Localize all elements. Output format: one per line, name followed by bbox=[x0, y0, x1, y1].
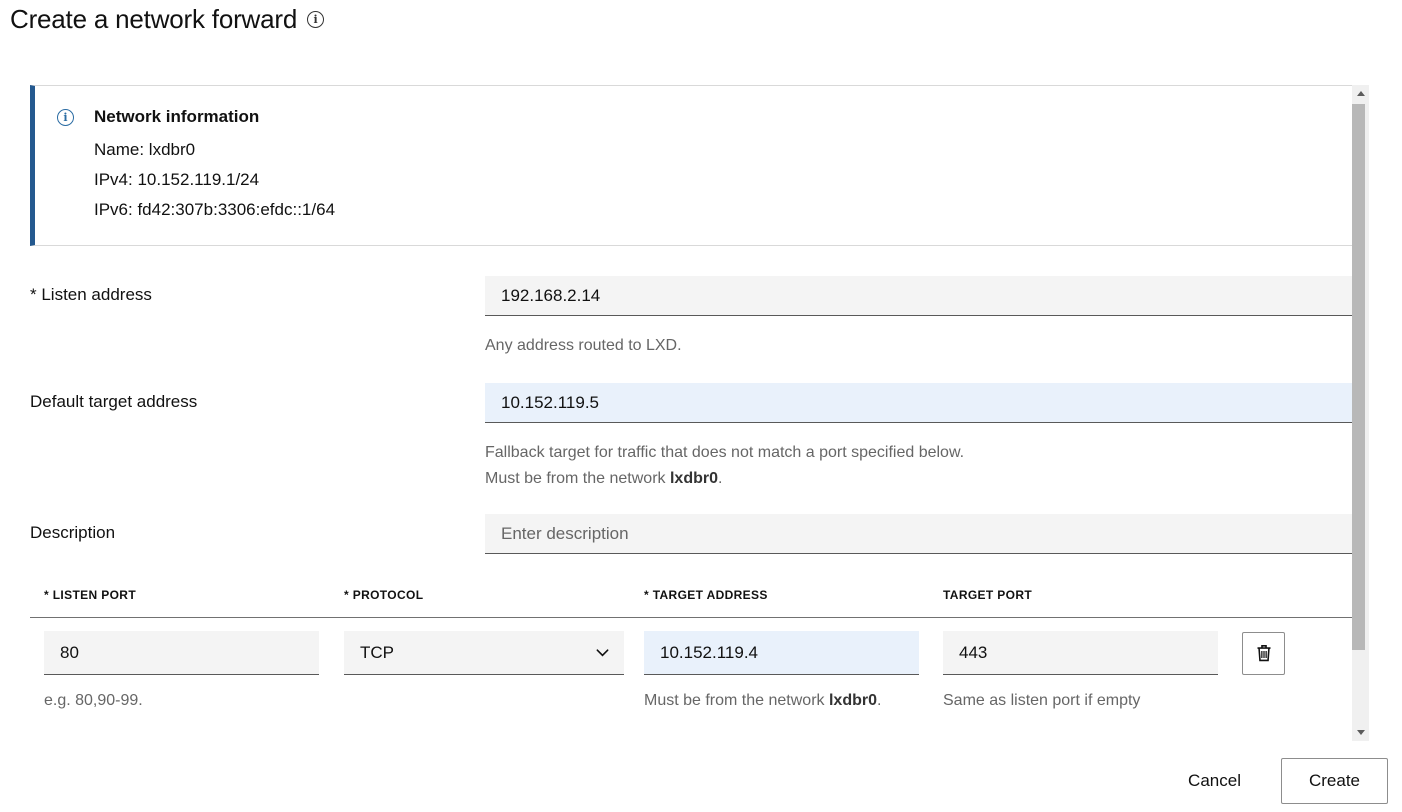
network-name-line: Name: lxdbr0 bbox=[94, 140, 196, 159]
page-header: Create a network forward bbox=[10, 4, 325, 35]
target-address-input[interactable] bbox=[644, 631, 919, 675]
page-title: Create a network forward bbox=[10, 4, 298, 34]
create-button[interactable]: Create bbox=[1280, 758, 1388, 804]
ports-table-header: * LISTEN PORT * PROTOCOL * TARGET ADDRES… bbox=[30, 588, 1355, 618]
listen-address-label: * Listen address bbox=[30, 285, 152, 304]
listen-port-header: * LISTEN PORT bbox=[44, 588, 137, 602]
target-address-header: * TARGET ADDRESS bbox=[644, 588, 768, 602]
default-target-address-label: Default target address bbox=[30, 392, 198, 411]
target-address-help: Must be from the network lxdbr0. bbox=[644, 692, 882, 709]
listen-port-input[interactable] bbox=[44, 631, 319, 675]
notification-body: Network information Name: lxdbr0 IPv4: 1… bbox=[94, 106, 335, 225]
trash-icon bbox=[1255, 644, 1273, 662]
listen-address-input[interactable] bbox=[485, 276, 1355, 316]
default-target-address-field: Fallback target for traffic that does no… bbox=[485, 383, 1355, 492]
default-target-address-help: Fallback target for traffic that does no… bbox=[485, 444, 965, 487]
network-name: lxdbr0 bbox=[669, 470, 718, 487]
cancel-button[interactable]: Cancel bbox=[1170, 761, 1259, 801]
listen-address-field: Any address routed to LXD. bbox=[485, 276, 1355, 359]
description-label: Description bbox=[30, 523, 116, 542]
protocol-select[interactable]: TCP bbox=[344, 631, 624, 675]
scrollbar[interactable] bbox=[1352, 85, 1369, 741]
scrollbar-thumb[interactable] bbox=[1352, 104, 1365, 650]
listen-address-row: * Listen address Any address routed to L… bbox=[30, 276, 1355, 359]
network-ipv4-line: IPv4: 10.152.119.1/24 bbox=[94, 170, 260, 189]
default-target-address-row: Default target address Fallback target f… bbox=[30, 383, 1355, 492]
network-info-notification: Network information Name: lxdbr0 IPv4: 1… bbox=[30, 85, 1355, 246]
scroll-up-icon[interactable] bbox=[1352, 85, 1369, 102]
target-port-input[interactable] bbox=[943, 631, 1218, 675]
network-ipv6-line: IPv6: fd42:307b:3306:efdc::1/64 bbox=[94, 200, 336, 219]
network-name: lxdbr0 bbox=[828, 692, 877, 709]
ports-table-help-row: e.g. 80,90-99. Must be from the network … bbox=[30, 691, 1355, 711]
form-footer: Cancel Create bbox=[1170, 758, 1388, 804]
notification-title: Network information bbox=[94, 107, 260, 126]
default-target-address-input[interactable] bbox=[485, 383, 1355, 423]
chevron-down-icon bbox=[595, 645, 610, 660]
info-icon bbox=[57, 109, 74, 126]
create-network-forward-form: Network information Name: lxdbr0 IPv4: 1… bbox=[30, 85, 1355, 711]
description-input[interactable] bbox=[485, 514, 1355, 554]
listen-port-help: e.g. 80,90-99. bbox=[44, 692, 143, 709]
port-row: TCP bbox=[30, 631, 1355, 675]
scroll-down-icon[interactable] bbox=[1352, 724, 1369, 741]
target-port-help: Same as listen port if empty bbox=[943, 692, 1141, 709]
listen-address-help: Any address routed to LXD. bbox=[485, 337, 682, 354]
protocol-selected-value: TCP bbox=[360, 642, 394, 662]
help-info-icon[interactable] bbox=[307, 11, 325, 28]
delete-port-button[interactable] bbox=[1242, 631, 1285, 675]
ports-table: * LISTEN PORT * PROTOCOL * TARGET ADDRES… bbox=[30, 588, 1355, 711]
protocol-header: * PROTOCOL bbox=[344, 588, 424, 602]
description-row: Description bbox=[30, 514, 1355, 554]
description-field bbox=[485, 514, 1355, 554]
target-port-header: TARGET PORT bbox=[943, 588, 1033, 602]
